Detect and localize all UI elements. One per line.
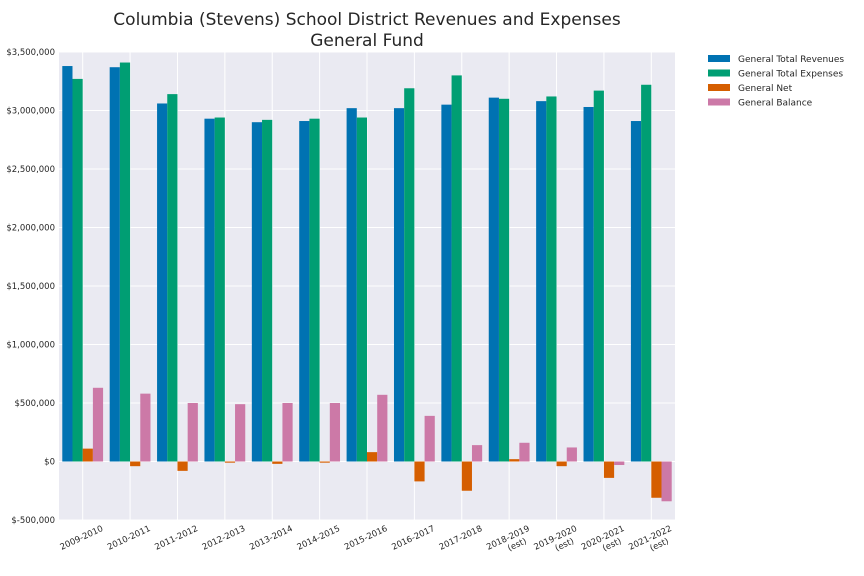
x-tick-label: 2014-2015 (296, 524, 342, 553)
bar (167, 94, 178, 462)
x-tick-label: 2018-2019(est) (485, 524, 535, 562)
y-axis: $-500,000 $0 $500,000 $1,000,000 $1,500,000 $… (6, 48, 55, 526)
y-tick-label: $3,000,000 (6, 107, 55, 117)
bar (214, 117, 225, 462)
x-tick-label: 2010-2011 (106, 524, 152, 553)
y-tick-label: $1,500,000 (6, 282, 55, 292)
legend-swatch (708, 55, 730, 62)
bar (377, 394, 388, 462)
bar (62, 66, 73, 462)
bar (130, 461, 141, 467)
x-tick-label: 2015-2016 (343, 524, 389, 553)
bar (424, 415, 435, 462)
bar (262, 119, 273, 462)
bar (140, 393, 151, 462)
x-tick-label: 2011-2012 (153, 524, 199, 553)
legend-swatch (708, 69, 730, 77)
bar (299, 121, 310, 462)
bar (329, 403, 341, 462)
legend-swatch (708, 84, 730, 91)
bar (319, 461, 330, 463)
bar (603, 461, 615, 478)
bar (309, 118, 320, 462)
bar (282, 403, 293, 462)
y-tick-label: $-500,000 (11, 516, 55, 526)
bar (109, 67, 120, 462)
bar (630, 121, 642, 462)
bar (346, 108, 357, 462)
bar (471, 445, 483, 462)
bar (272, 461, 283, 464)
x-tick-label: 2017-2018 (438, 524, 484, 553)
bar (393, 108, 405, 462)
x-tick-label: 2016-2017 (390, 524, 436, 553)
legend-swatch (708, 98, 730, 106)
bar (356, 117, 367, 462)
bar (661, 461, 672, 502)
chart-title: Columbia (Stevens) School District Reven… (113, 10, 621, 30)
bar (651, 461, 662, 498)
x-tick-label: 2021-2022(est) (627, 524, 677, 562)
legend-entry: General Balance (738, 99, 813, 109)
bar (546, 96, 557, 462)
x-tick-label: 2019-2020(est) (533, 524, 583, 562)
bar (451, 75, 462, 462)
y-tick-label: $3,500,000 (6, 48, 55, 58)
bar (414, 461, 425, 482)
bar (498, 98, 510, 462)
bar (251, 122, 263, 462)
y-tick-label: $500,000 (14, 399, 55, 409)
y-tick-label: $0 (44, 458, 55, 468)
bar (367, 452, 378, 462)
bar (224, 461, 236, 463)
x-axis: 2009-2010 2010-2011 2011-2012 2012-2013 2013… (59, 524, 677, 562)
bar (461, 461, 472, 491)
y-tick-label: $2,500,000 (6, 165, 55, 175)
chart-subtitle: General Fund (310, 31, 424, 51)
bar (556, 461, 567, 467)
bar (441, 104, 452, 462)
legend-entry: General Net (738, 84, 793, 94)
legend-entry: General Total Revenues (738, 55, 844, 65)
bar (82, 448, 93, 462)
x-tick-label: 2020-2021(est) (580, 524, 630, 562)
bar (404, 88, 415, 462)
y-tick-label: $2,000,000 (6, 224, 55, 234)
bar (235, 404, 246, 462)
legend: General Total Revenues General Total Expe… (708, 55, 844, 109)
bar (593, 90, 604, 462)
bar (119, 62, 131, 462)
bar (641, 84, 652, 462)
bar (72, 78, 83, 462)
bar (519, 442, 530, 462)
bar (488, 97, 499, 462)
bar (566, 447, 577, 462)
bar (509, 459, 520, 462)
y-tick-label: $1,000,000 (6, 341, 55, 351)
bar (92, 387, 104, 462)
bar (157, 103, 168, 462)
bar (583, 106, 594, 462)
bar (614, 461, 625, 466)
bars (62, 62, 672, 502)
bar (204, 118, 215, 462)
x-tick-label: 2012-2013 (201, 524, 247, 553)
bar (536, 101, 547, 462)
bar (187, 403, 198, 462)
x-tick-label: 2009-2010 (59, 524, 105, 553)
bar (177, 461, 188, 471)
x-tick-label: 2013-2014 (248, 524, 294, 553)
legend-entry: General Total Expenses (738, 70, 843, 80)
